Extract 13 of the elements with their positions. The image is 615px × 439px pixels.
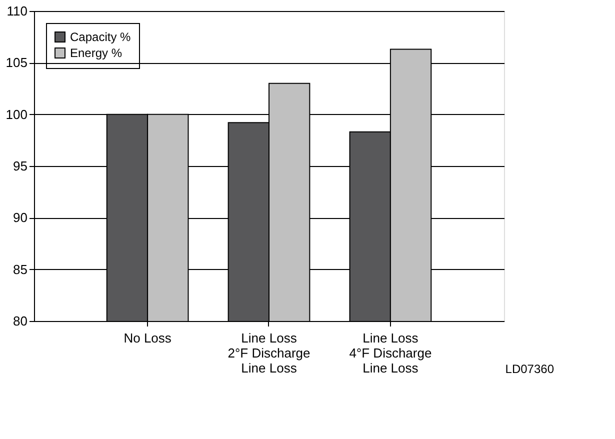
y-tick-label: 95 xyxy=(13,158,28,174)
y-tick-label: 80 xyxy=(13,314,28,328)
y-tick-label: 90 xyxy=(13,210,28,226)
legend-label: Capacity % xyxy=(70,30,132,44)
text: LD07360 xyxy=(505,362,554,376)
y-tick-label: 105 xyxy=(6,55,28,70)
legend-label: Energy % xyxy=(70,46,122,60)
x-tick-label: Line Loss 4°F Discharge Line Loss xyxy=(349,330,432,376)
y-tick-label: 85 xyxy=(13,262,28,277)
y-tick-label: 100 xyxy=(6,106,28,122)
x-tick-label: No Loss xyxy=(124,330,172,346)
y-tick-label: 110 xyxy=(6,4,28,18)
x-tick-label: Line Loss 2°F Discharge Line Loss xyxy=(228,330,310,376)
